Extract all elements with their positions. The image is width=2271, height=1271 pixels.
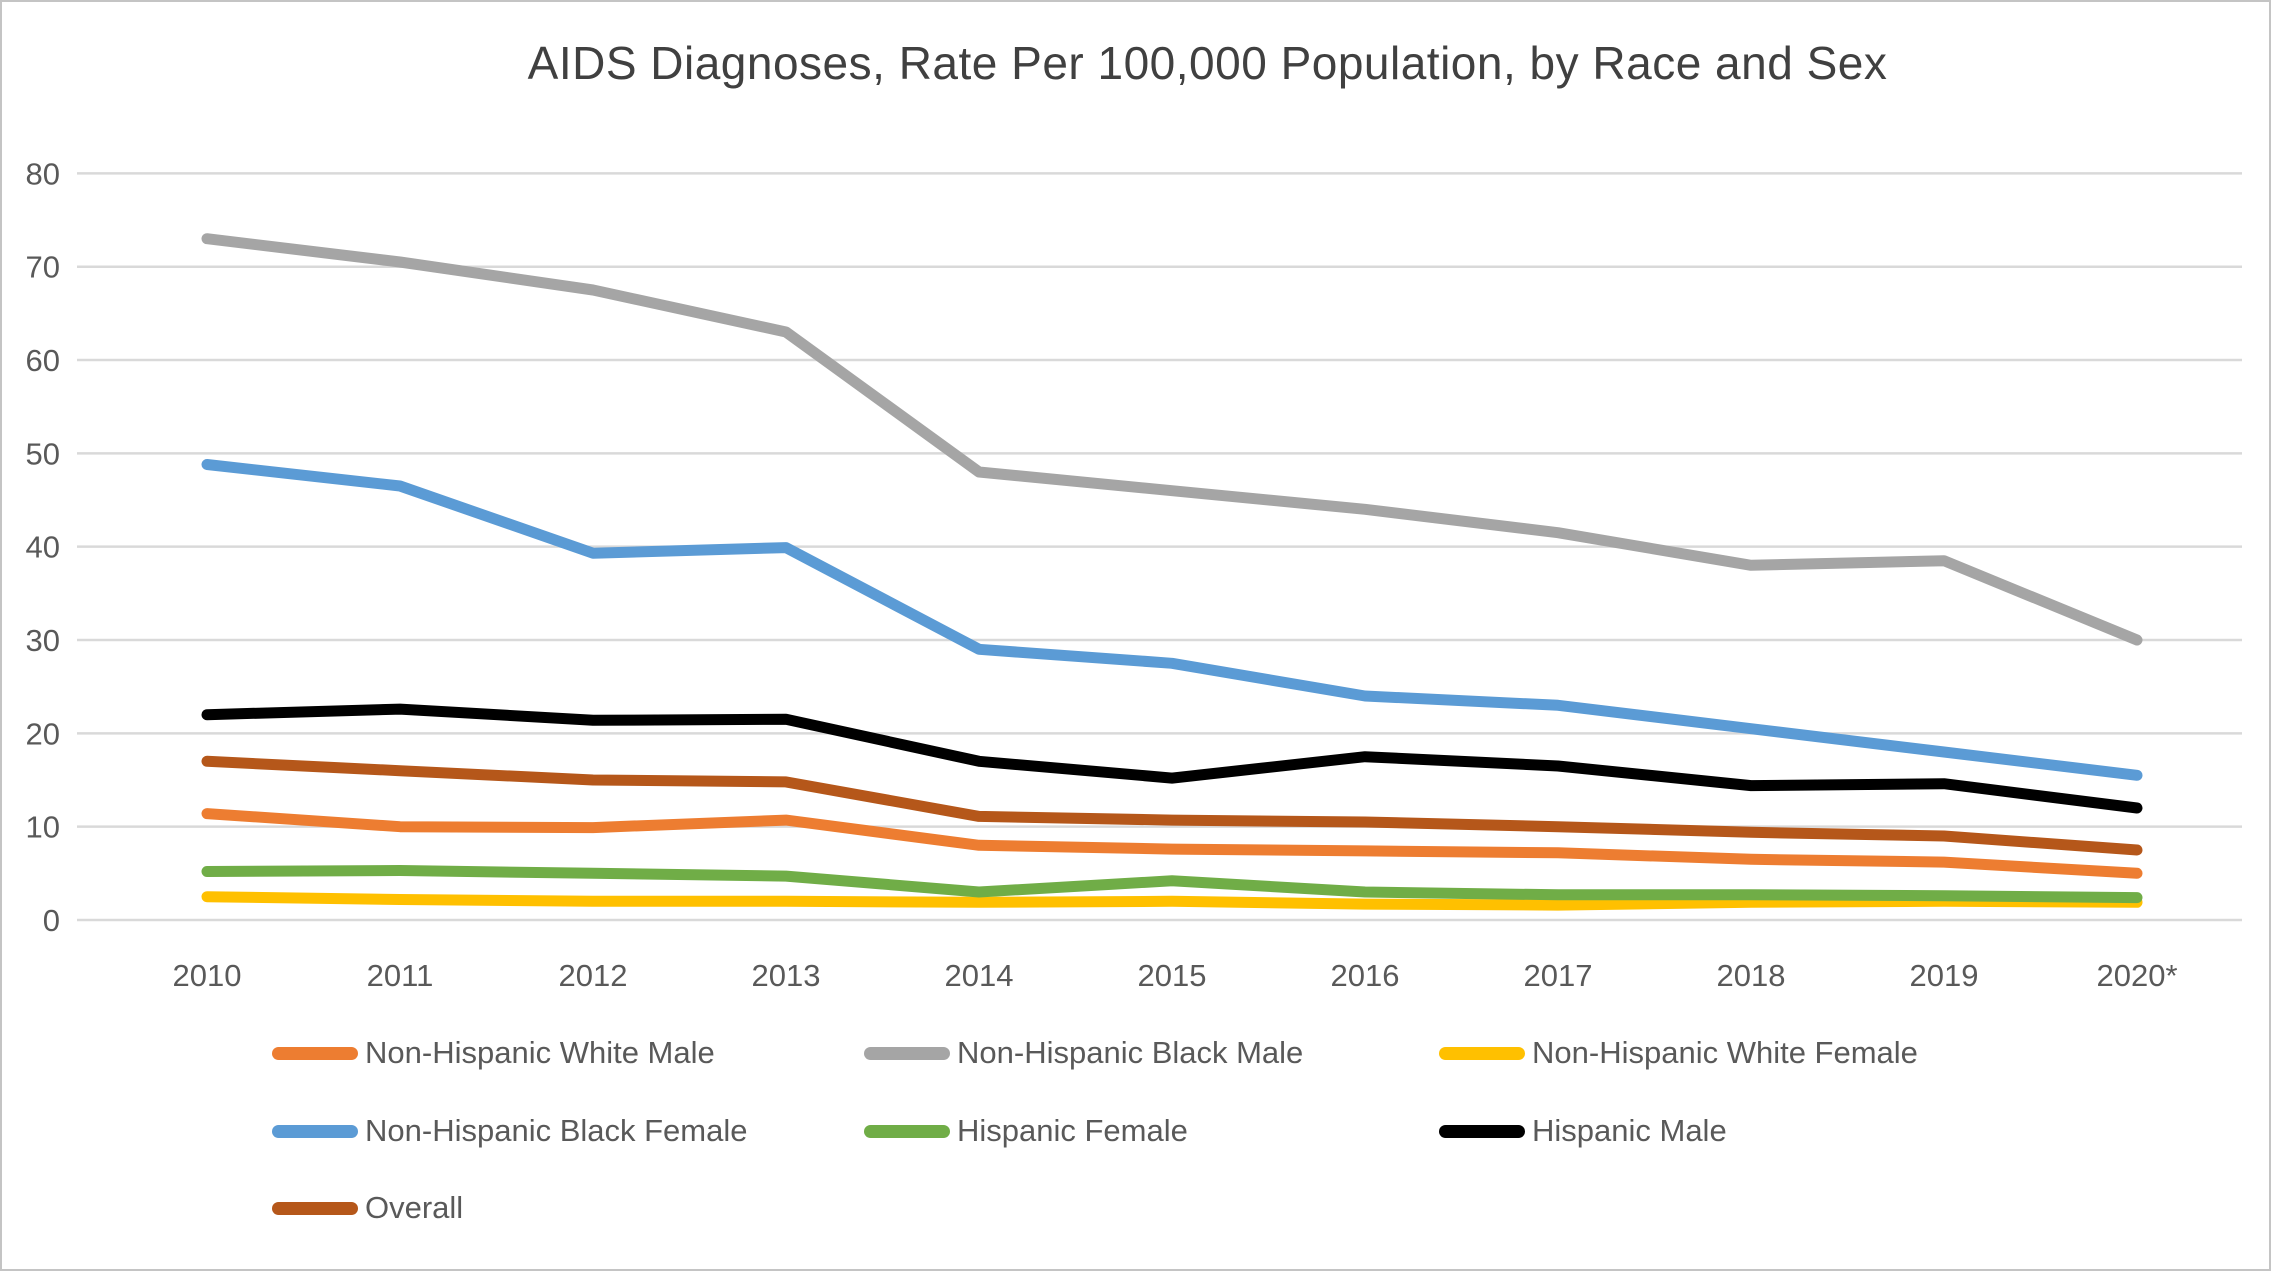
legend-item-non-hispanic-black-male: Non-Hispanic Black Male [864,1035,1303,1071]
x-tick-label-2018: 2018 [1717,958,1786,993]
series-line-overall [201,755,2143,856]
series-lines [201,233,2143,911]
x-tick-label-2019: 2019 [1910,958,1979,993]
x-tick-label-2016: 2016 [1331,958,1400,993]
x-tick-label-2014: 2014 [945,958,1014,993]
legend-swatch-non-hispanic-black-female [272,1124,358,1138]
legend-label-overall: Overall [365,1190,464,1225]
legend-swatch-hispanic-female [864,1124,950,1138]
y-tick-label-20: 20 [26,716,60,751]
x-tick-label-2017: 2017 [1524,958,1593,993]
legend-label-non-hispanic-white-female: Non-Hispanic White Female [1532,1035,1918,1070]
chart-title: AIDS Diagnoses, Rate Per 100,000 Populat… [527,37,1888,89]
x-tick-label-2010: 2010 [173,958,242,993]
legend-item-hispanic-male: Hispanic Male [1439,1113,1727,1149]
legend-label-hispanic-female: Hispanic Female [957,1113,1188,1148]
y-tick-label-50: 50 [26,436,60,471]
legend-item-non-hispanic-white-male: Non-Hispanic White Male [272,1035,715,1071]
x-tick-label-2012: 2012 [559,958,628,993]
legend-swatch-non-hispanic-white-male [272,1046,358,1060]
y-tick-label-0: 0 [43,903,60,938]
y-axis-tick-labels: 0 10 20 30 40 50 60 70 80 [26,156,60,938]
y-tick-label-70: 70 [26,250,60,285]
legend-label-non-hispanic-black-male: Non-Hispanic Black Male [957,1035,1304,1070]
x-axis-tick-labels: 2010 2011 2012 2013 2014 2015 2016 2017 2018 2019… [173,958,2178,993]
series-line-non-hispanic-black-male [201,233,2143,646]
series-line-non-hispanic-white-female [201,891,2143,911]
y-tick-label-30: 30 [26,623,60,658]
legend-item-non-hispanic-white-female: Non-Hispanic White Female [1439,1035,1918,1071]
legend-item-non-hispanic-black-female: Non-Hispanic Black Female [272,1113,747,1149]
series-line-non-hispanic-black-female [201,459,2143,781]
series-line-non-hispanic-white-male [201,808,2143,879]
legend-swatch-non-hispanic-black-male [864,1046,950,1060]
legend-swatch-overall [272,1201,358,1215]
legend-item-overall: Overall [272,1190,463,1226]
legend-swatch-non-hispanic-white-female [1439,1046,1525,1060]
legend-item-hispanic-female: Hispanic Female [864,1113,1188,1149]
y-tick-label-40: 40 [26,530,60,565]
legend-label-non-hispanic-white-male: Non-Hispanic White Male [365,1035,715,1070]
y-tick-label-80: 80 [26,156,60,191]
x-tick-label-2013: 2013 [752,958,821,993]
y-tick-label-60: 60 [26,343,60,378]
legend-label-hispanic-male: Hispanic Male [1532,1113,1727,1148]
series-line-hispanic-male [201,703,2143,814]
x-tick-label-2011: 2011 [367,958,434,993]
x-tick-label-2015: 2015 [1138,958,1207,993]
series-line-hispanic-female [201,865,2143,904]
legend-label-non-hispanic-black-female: Non-Hispanic Black Female [365,1113,748,1148]
y-tick-label-10: 10 [26,810,60,845]
x-tick-label-2020: 2020* [2096,958,2177,993]
legend-swatch-hispanic-male [1439,1124,1525,1138]
